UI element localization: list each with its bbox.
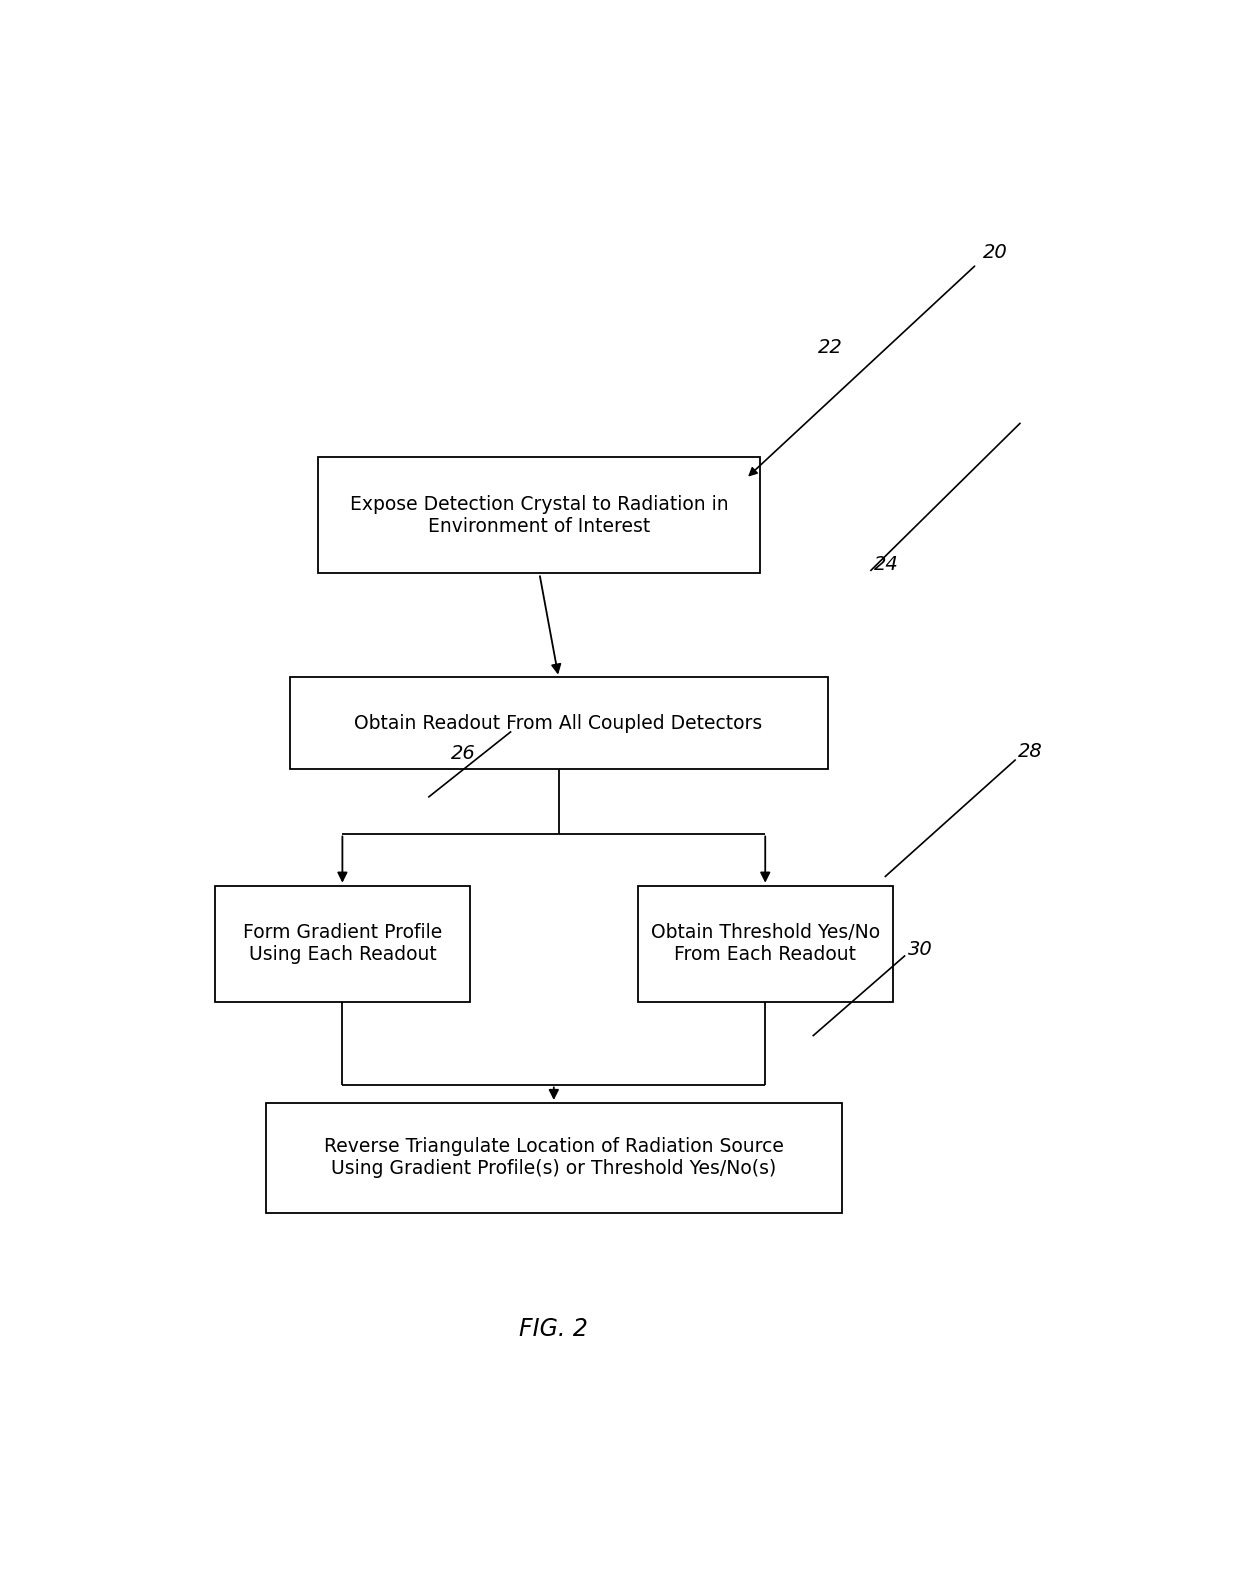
Text: Obtain Readout From All Coupled Detectors: Obtain Readout From All Coupled Detector… [355,714,763,733]
Text: 24: 24 [874,555,899,574]
Text: Obtain Threshold Yes/No
From Each Readout: Obtain Threshold Yes/No From Each Readou… [651,924,880,964]
Text: 28: 28 [1018,743,1043,762]
Bar [265,1103,842,1213]
Text: Form Gradient Profile
Using Each Readout: Form Gradient Profile Using Each Readout [243,924,441,964]
Bar [215,886,470,1002]
Bar [289,677,828,770]
Bar [637,886,893,1002]
Text: FIG. 2: FIG. 2 [520,1318,588,1342]
Text: 22: 22 [818,339,843,358]
Text: 20: 20 [983,243,1008,261]
Text: 26: 26 [451,744,476,763]
Text: 30: 30 [908,940,932,959]
Text: Reverse Triangulate Location of Radiation Source
Using Gradient Profile(s) or Th: Reverse Triangulate Location of Radiatio… [324,1137,784,1178]
Bar [319,456,760,574]
Text: Expose Detection Crystal to Radiation in
Environment of Interest: Expose Detection Crystal to Radiation in… [350,494,729,536]
